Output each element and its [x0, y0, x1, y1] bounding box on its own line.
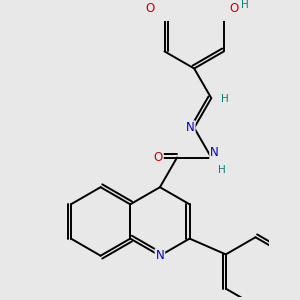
- Text: H: H: [242, 0, 249, 10]
- Text: N: N: [156, 249, 164, 262]
- Text: O: O: [145, 2, 154, 15]
- Text: H: H: [218, 165, 226, 175]
- Text: H: H: [220, 94, 228, 104]
- Text: N: N: [186, 122, 195, 134]
- Text: O: O: [230, 2, 239, 15]
- Text: N: N: [210, 146, 219, 159]
- Text: O: O: [154, 151, 163, 164]
